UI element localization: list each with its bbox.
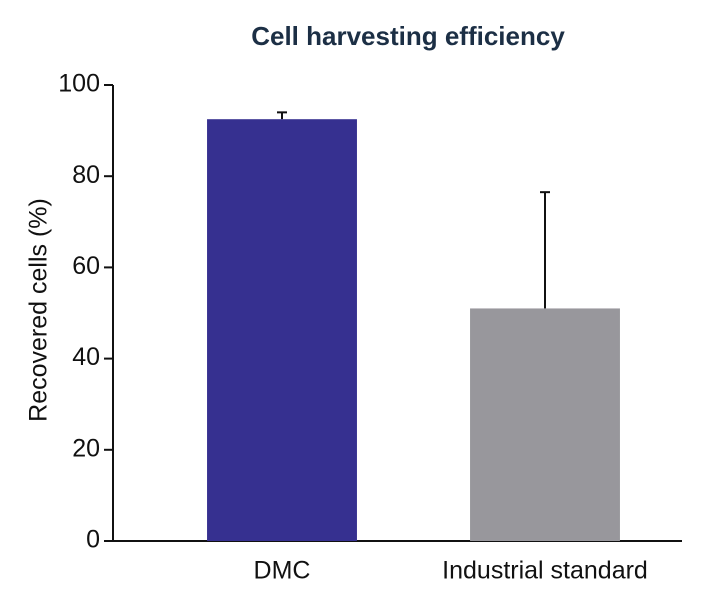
y-tick-label: 80 xyxy=(72,161,100,189)
chart-title: Cell harvesting efficiency xyxy=(251,21,565,51)
y-tick-label: 20 xyxy=(72,434,100,462)
bar xyxy=(207,119,357,541)
x-tick-label: DMC xyxy=(254,557,311,585)
y-tick-label: 60 xyxy=(72,252,100,280)
bar xyxy=(470,308,620,541)
x-tick-label: Industrial standard xyxy=(442,557,648,585)
y-tick-label: 40 xyxy=(72,343,100,371)
y-axis-label: Recovered cells (%) xyxy=(25,198,53,422)
y-tick-label: 0 xyxy=(86,526,100,554)
y-tick-label: 100 xyxy=(58,70,100,98)
